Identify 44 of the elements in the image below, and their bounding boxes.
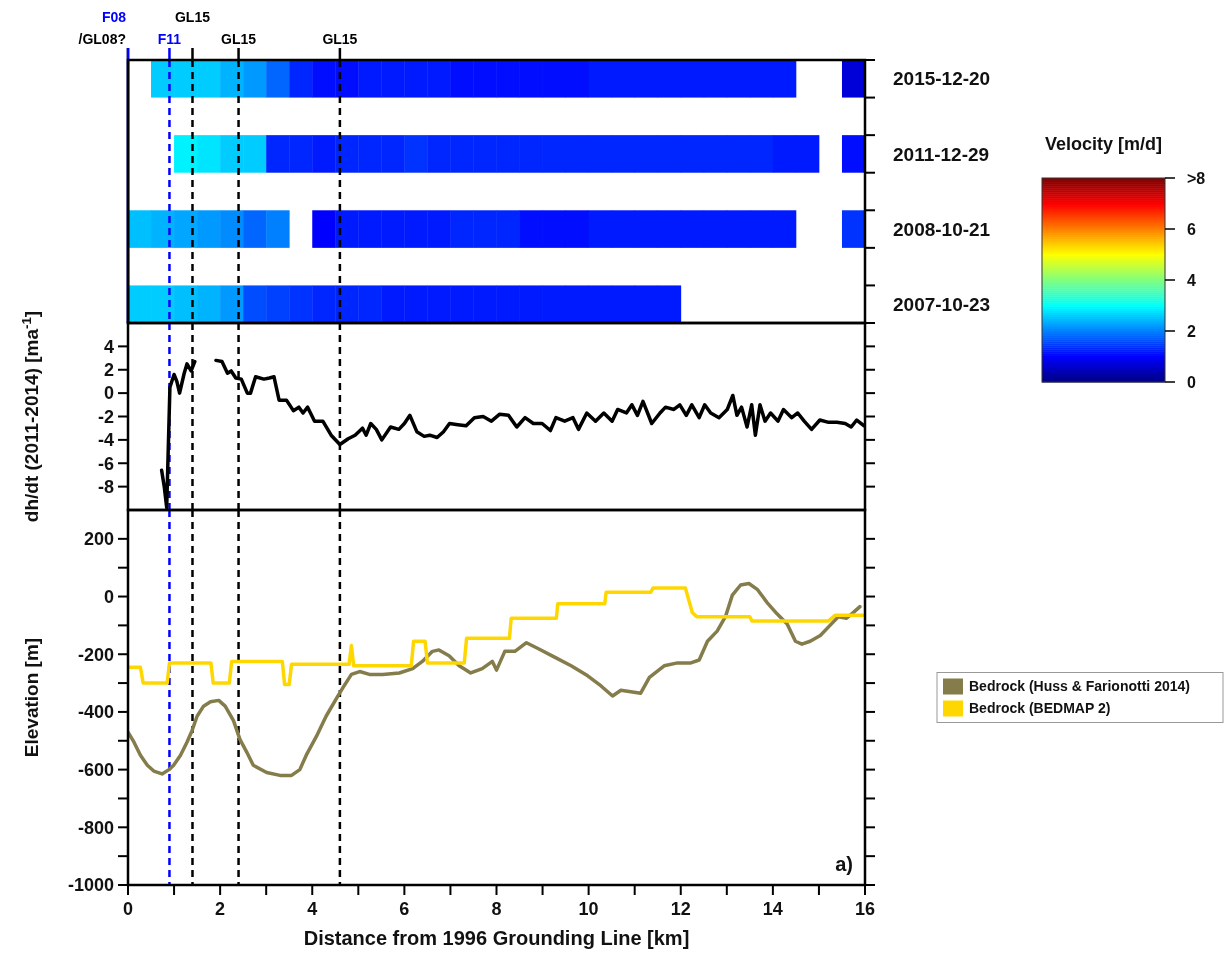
ref-line-label: F08 (101, 9, 127, 25)
y-tick-label: 2011-12-29 (893, 143, 990, 165)
color-bar-title: Velocity [m/d] (1044, 134, 1163, 154)
y-tick-label: 4 (103, 336, 114, 357)
x-tick-label: 16 (854, 899, 876, 919)
legend-label: Bedrock (BEDMAP 2) (969, 700, 1111, 717)
y-tick-label: -1000 (67, 875, 114, 896)
color-bar-label: >8 (1187, 169, 1206, 187)
x-tick-label: 6 (399, 899, 410, 919)
y-tick-label: 200 (83, 529, 114, 550)
x-tick-label: 4 (307, 899, 318, 919)
x-tick-label: 12 (670, 899, 691, 919)
y-tick-label: -400 (77, 702, 114, 723)
y-tick-label: 2015-12-20 (893, 68, 991, 90)
y-tick-label: 2008-10-21 (893, 218, 991, 240)
y-tick-label: -2 (97, 406, 114, 427)
ref-line-label: GL15 (322, 31, 358, 47)
ref-line-label: F11 (157, 31, 182, 47)
ref-line-label: GL15 (174, 9, 211, 25)
y-tick-label: -8 (97, 476, 114, 497)
x-tick-label: 10 (578, 899, 599, 919)
y-tick-label: -600 (77, 759, 114, 780)
ref-line-label: GL15 (221, 31, 257, 47)
y-tick-label: 2007-10-23 (893, 293, 991, 315)
y-tick-label: 0 (103, 383, 114, 404)
y-axis-title: Elevation [m] (21, 637, 42, 758)
color-bar-label: 4 (1187, 271, 1196, 289)
legend-label: Bedrock (Huss & Farionotti 2014) (969, 678, 1190, 695)
y-tick-label: -800 (77, 817, 114, 838)
color-bar-label: 6 (1187, 220, 1196, 238)
annotation: a) (835, 853, 853, 875)
x-tick-label: 2 (215, 899, 226, 919)
color-bar-label: 2 (1187, 322, 1196, 340)
y-tick-label: -6 (97, 453, 114, 474)
y-tick-label: 2 (103, 360, 114, 381)
x-tick-label: 8 (491, 899, 502, 919)
ref-line-label: /GL08? (78, 31, 126, 47)
color-bar-label: 0 (1187, 373, 1196, 391)
y-tick-label: -4 (97, 430, 114, 451)
y-tick-label: 0 (103, 586, 114, 607)
y-tick-label: -200 (77, 644, 114, 665)
x-tick-label: 14 (762, 899, 783, 919)
x-tick-label: 0 (122, 899, 134, 919)
x-axis-title: Distance from 1996 Grounding Line [km] (303, 927, 690, 949)
